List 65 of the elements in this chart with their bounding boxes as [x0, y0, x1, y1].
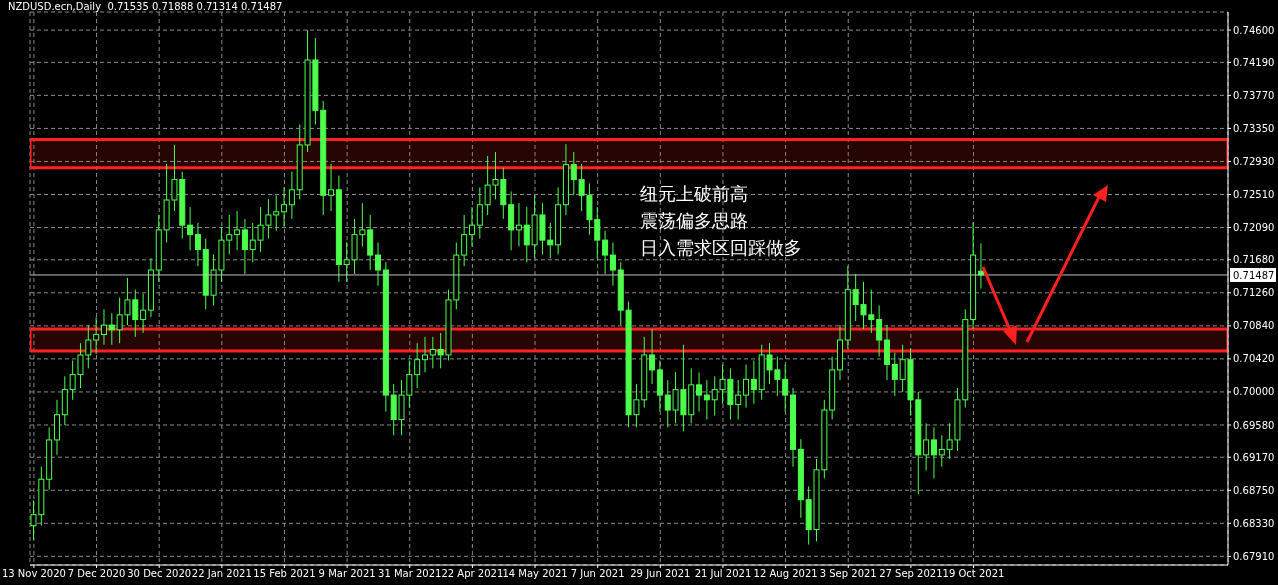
ref-line-label: 0.71487 — [1233, 269, 1275, 281]
x-tick-label: 22 Jan 2021 — [191, 568, 252, 580]
candlestick — [328, 163, 335, 212]
candlestick — [515, 202, 522, 247]
candlestick — [876, 304, 883, 358]
y-tick-label: 0.70840 — [1233, 320, 1275, 332]
y-tick-label: 0.71260 — [1233, 287, 1275, 299]
candlestick — [194, 222, 201, 267]
annotation: 日入需求区回踩做多 — [640, 236, 802, 260]
candlestick — [602, 230, 609, 275]
x-tick-label: 7 Dec 2020 — [67, 568, 126, 580]
chart-title: NZDUSD.ecn,Daily 0.71535 0.71888 0.71314 0.71487 — [8, 1, 283, 12]
candlestick — [750, 359, 757, 405]
candlestick — [703, 379, 710, 420]
candlestick — [609, 241, 616, 287]
y-tick-label: 0.73350 — [1233, 122, 1275, 134]
x-tick-label: 3 Sep 2021 — [819, 568, 877, 580]
candlestick — [100, 308, 107, 346]
x-tick-label: 30 Dec 2020 — [127, 568, 192, 580]
x-tick-label: 29 Jun 2021 — [630, 568, 691, 580]
y-tick-label: 0.72930 — [1233, 156, 1275, 168]
candlestick — [649, 328, 656, 385]
x-tick-label: 31 Mar 2021 — [378, 568, 442, 580]
y-tick-label: 0.67910 — [1233, 550, 1275, 562]
x-tick-label: 21 Jul 2021 — [694, 568, 752, 580]
x-tick-label: 22 Apr 2021 — [441, 568, 504, 580]
candlestick — [468, 206, 475, 247]
annotation: 震荡偏多思路 — [640, 209, 749, 233]
y-tick-label: 0.72510 — [1233, 189, 1275, 201]
candlestick — [696, 371, 703, 413]
y-tick-label: 0.74600 — [1233, 24, 1275, 36]
x-tick-label: 7 Jun 2021 — [570, 568, 625, 580]
candlestick — [281, 186, 288, 228]
candlestick — [93, 316, 100, 355]
x-tick-label: 15 Feb 2021 — [253, 568, 316, 580]
y-tick-label: 0.71680 — [1233, 254, 1275, 266]
candlestick — [375, 241, 382, 287]
y-tick-label: 0.74190 — [1233, 56, 1275, 68]
x-tick-label: 9 Mar 2021 — [318, 568, 376, 580]
candlestick — [234, 210, 241, 251]
y-tick-label: 0.70000 — [1233, 386, 1275, 398]
y-tick-label: 0.73770 — [1233, 89, 1275, 101]
x-tick-label: 19 Oct 2021 — [942, 568, 1005, 580]
y-tick-label: 0.69580 — [1233, 419, 1275, 431]
x-tick-label: 27 Sep 2021 — [879, 568, 943, 580]
candlestick — [422, 336, 428, 373]
candlestick — [930, 426, 937, 479]
y-tick-label: 0.68750 — [1233, 484, 1275, 496]
x-tick-label: 12 Aug 2021 — [753, 568, 818, 580]
candlestick — [187, 206, 194, 251]
candlestick — [288, 171, 295, 220]
candlestick — [414, 342, 421, 389]
candlestick — [140, 293, 147, 334]
candlestick — [461, 214, 468, 267]
candlestick — [241, 218, 248, 275]
x-tick-label: 13 Nov 2020 — [1, 568, 66, 580]
y-tick-label: 0.70420 — [1233, 353, 1275, 365]
annotation: 纽元上破前高 — [640, 182, 749, 206]
y-tick-label: 0.68330 — [1233, 517, 1275, 529]
candlestick — [923, 422, 930, 472]
x-tick-label: 14 May 2021 — [502, 568, 568, 580]
candlestick — [429, 336, 436, 369]
y-tick-label: 0.72090 — [1233, 222, 1275, 234]
y-tick-label: 0.69170 — [1233, 451, 1275, 463]
candlestick — [743, 363, 750, 409]
